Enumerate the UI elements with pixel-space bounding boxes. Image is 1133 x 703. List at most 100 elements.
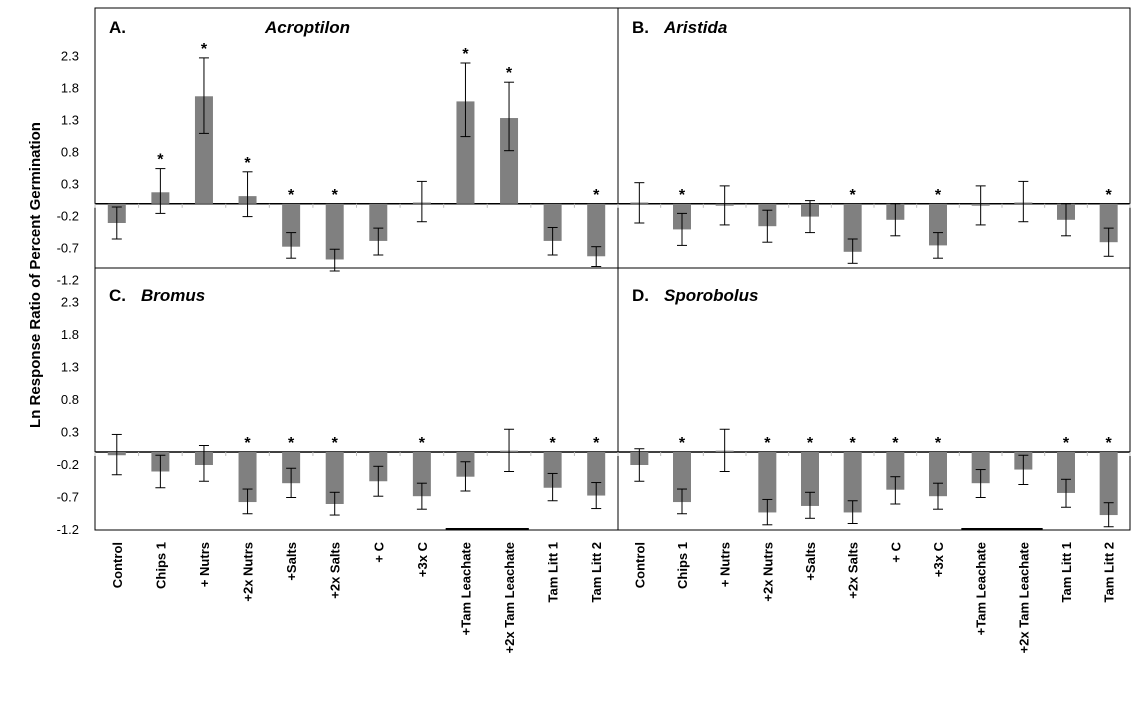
- x-category-label: +2x Nutrs: [241, 542, 256, 602]
- x-category-label: +2x Tam Leachate: [502, 542, 517, 653]
- bar: [412, 452, 431, 497]
- significance-star: *: [593, 187, 600, 204]
- panel-frame: [617, 7, 1131, 269]
- x-category-label: Control: [632, 542, 647, 588]
- panel-frame: [94, 267, 619, 531]
- y-tick-label: 0.8: [61, 392, 79, 407]
- significance-star: *: [201, 41, 208, 58]
- bar: [325, 452, 344, 504]
- y-axis-label: Ln Response Ratio of Percent Germination: [27, 122, 44, 428]
- bar: [1099, 203, 1118, 243]
- bar: [543, 452, 562, 488]
- y-tick-label: 0.3: [61, 425, 79, 440]
- x-category-label: +Salts: [284, 542, 299, 581]
- significance-star: *: [935, 187, 942, 204]
- significance-star: *: [764, 435, 771, 452]
- y-tick-label: -0.7: [57, 241, 79, 256]
- bar: [500, 118, 519, 204]
- bar: [971, 452, 990, 484]
- bar: [1057, 452, 1075, 493]
- bar: [929, 203, 947, 246]
- y-tick-label: 1.3: [61, 360, 79, 375]
- x-category-label: + C: [371, 541, 386, 562]
- y-tick-label: -0.2: [57, 209, 79, 224]
- bar: [282, 203, 301, 247]
- x-category-label: +Tam Leachate: [458, 542, 473, 635]
- bar: [843, 452, 862, 513]
- x-category-label: Tam Litt 1: [546, 542, 561, 602]
- panel-frame: [617, 267, 1131, 531]
- significance-star: *: [244, 435, 251, 452]
- significance-star: *: [850, 187, 857, 204]
- significance-star: *: [850, 435, 857, 452]
- significance-star: *: [157, 152, 164, 169]
- x-category-label: Tam Litt 2: [589, 542, 604, 602]
- panel-letter: B.: [632, 18, 649, 37]
- significance-star: *: [1106, 435, 1113, 452]
- significance-star: *: [593, 435, 600, 452]
- significance-star: *: [419, 435, 426, 452]
- bar: [456, 101, 475, 204]
- panel-title: Aristida: [663, 18, 727, 37]
- bar: [194, 96, 213, 204]
- x-category-label: +2x Salts: [328, 542, 343, 599]
- bar: [282, 452, 301, 484]
- y-tick-label: 1.8: [61, 81, 79, 96]
- y-tick-label: -0.7: [57, 490, 79, 505]
- x-category-label: Chips 1: [153, 542, 168, 589]
- significance-star: *: [935, 435, 942, 452]
- bar: [587, 452, 606, 496]
- x-category-label: + Nutrs: [718, 542, 733, 587]
- significance-star: *: [550, 435, 557, 452]
- x-category-label: Control: [110, 542, 125, 588]
- panel-letter: C.: [109, 286, 126, 305]
- significance-star: *: [807, 435, 814, 452]
- x-category-label: Tam Litt 1: [1059, 542, 1074, 602]
- y-tick-label: 0.8: [61, 145, 79, 160]
- panel-letter: D.: [632, 286, 649, 305]
- significance-star: *: [1063, 435, 1070, 452]
- x-category-label: + C: [888, 541, 903, 562]
- x-category-label: + Nutrs: [197, 542, 212, 587]
- significance-star: *: [288, 435, 295, 452]
- x-category-label: +2x Salts: [846, 542, 861, 599]
- bar: [369, 203, 388, 241]
- significance-star: *: [332, 187, 339, 204]
- bar: [1099, 452, 1118, 516]
- panel-frame: [94, 7, 619, 269]
- panel-title: Acroptilon: [264, 18, 350, 37]
- significance-star: *: [1106, 187, 1113, 204]
- x-category-label: +2x Nutrs: [760, 542, 775, 602]
- y-tick-label: 1.8: [61, 327, 79, 342]
- significance-star: *: [892, 435, 899, 452]
- significance-star: *: [679, 435, 686, 452]
- panel-letter: A.: [109, 18, 126, 37]
- x-category-label: +3x C: [931, 541, 946, 577]
- x-category-label: Chips 1: [675, 542, 690, 589]
- x-category-label: Tam Litt 2: [1102, 542, 1117, 602]
- significance-star: *: [332, 435, 339, 452]
- y-tick-label: 1.3: [61, 113, 79, 128]
- significance-star: *: [288, 187, 295, 204]
- significance-star: *: [244, 155, 251, 172]
- x-category-label: +3x C: [415, 541, 430, 577]
- panel-title: Sporobolus: [664, 286, 758, 305]
- y-tick-label: 0.3: [61, 177, 79, 192]
- y-tick-label: -1.2: [57, 273, 79, 288]
- y-tick-label: 2.3: [61, 295, 79, 310]
- bar: [886, 452, 905, 490]
- bar: [929, 452, 947, 497]
- x-category-label: +2x Tam Leachate: [1016, 542, 1031, 653]
- bar: [843, 203, 862, 252]
- y-tick-label: -1.2: [57, 522, 79, 537]
- bar: [758, 452, 777, 513]
- x-category-label: +Salts: [803, 542, 818, 581]
- y-tick-label: -0.2: [57, 457, 79, 472]
- bar: [325, 203, 344, 260]
- y-tick-label: 2.3: [61, 49, 79, 64]
- bar: [543, 203, 562, 241]
- panel-title: Bromus: [141, 286, 205, 305]
- significance-star: *: [679, 187, 686, 204]
